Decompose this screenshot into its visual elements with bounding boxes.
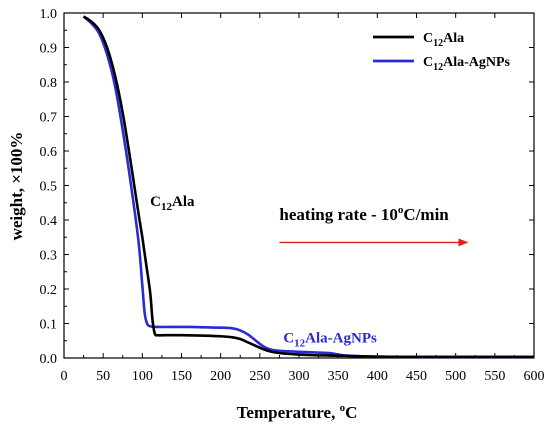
legend-label: C12Ala — [423, 31, 464, 49]
x-tick-label: 450 — [406, 369, 427, 384]
x-tick-label: 0 — [61, 369, 68, 384]
x-tick-label: 600 — [524, 369, 545, 384]
x-tick-label: 500 — [445, 369, 466, 384]
legend: C12Ala C12Ala-AgNPs — [373, 31, 511, 73]
y-tick-label: 0.3 — [40, 249, 58, 264]
x-tick-label: 550 — [484, 369, 505, 384]
y-tick-label: 0.1 — [40, 318, 58, 333]
y-tick-label: 0.5 — [40, 180, 58, 195]
heating-rate-label: heating rate - 10oC/min — [279, 204, 449, 224]
x-axis: 0 50 100 150 200 250 300 350 400 450 500 550 600 — [61, 13, 545, 384]
y-tick-label: 0.0 — [40, 352, 58, 367]
y-tick-label: 1.0 — [40, 7, 58, 22]
x-tick-label: 300 — [289, 369, 310, 384]
y-axis-title: weight, ×100% — [7, 132, 26, 241]
legend-label: C12Ala-AgNPs — [423, 55, 511, 73]
annotation-layer: C12Ala C12Ala-AgNPs heating rate - 10oC/mi… — [150, 194, 469, 349]
y-tick-label: 0.2 — [40, 283, 58, 298]
y-tick-label: 0.8 — [40, 76, 58, 91]
x-tick-label: 350 — [328, 369, 349, 384]
series-layer — [82, 15, 534, 359]
x-tick-label: 200 — [210, 369, 231, 384]
y-tick-label: 0.7 — [40, 111, 58, 126]
y-tick-label: 0.4 — [40, 214, 58, 229]
x-tick-label: 400 — [367, 369, 388, 384]
series-line-c12ala — [82, 15, 534, 359]
y-tick-label: 0.9 — [40, 42, 58, 57]
x-tick-label: 250 — [249, 369, 270, 384]
curve-annotation: C12Ala-AgNPs — [283, 330, 377, 349]
y-tick-label: 0.6 — [40, 145, 58, 160]
y-axis: 0.0 0.1 0.2 0.3 0.4 0.5 0.6 0.7 0.8 0.9 1.0 — [40, 7, 534, 367]
x-tick-label: 50 — [96, 369, 110, 384]
x-tick-label: 100 — [132, 369, 153, 384]
x-tick-label: 150 — [171, 369, 192, 384]
curve-annotation: C12Ala — [150, 194, 195, 213]
x-axis-title: Temperature, oC — [237, 402, 358, 422]
